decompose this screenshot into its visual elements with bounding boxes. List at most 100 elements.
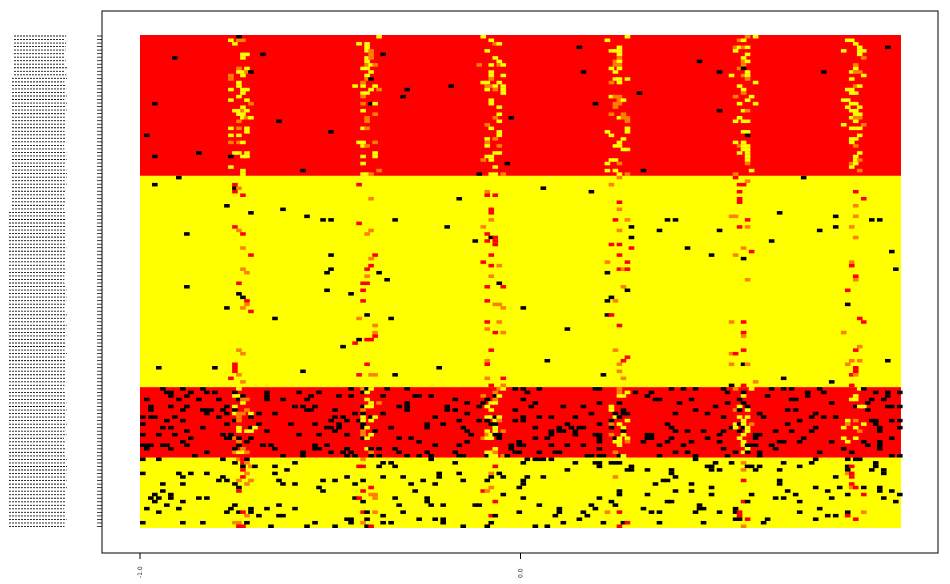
heatmap-cell — [248, 411, 254, 416]
heatmap-cell — [240, 112, 246, 116]
heatmap-cell — [796, 418, 803, 423]
heatmap-cell — [648, 436, 655, 440]
heatmap-cell — [160, 387, 166, 391]
heatmap-cell — [232, 151, 238, 155]
heatmap-cell — [700, 506, 707, 511]
heatmap-cell — [896, 492, 903, 497]
heatmap-cell — [612, 101, 619, 106]
heatmap-cell — [848, 373, 855, 377]
heatmap-cell — [608, 404, 615, 409]
heatmap-cell — [832, 513, 839, 518]
heatmap-cell — [364, 397, 370, 402]
heatmap-cell — [492, 394, 499, 398]
heatmap-cell — [484, 397, 491, 402]
heatmap-cell — [724, 401, 731, 405]
heatmap-cell — [500, 306, 507, 310]
heatmap-cell — [248, 415, 254, 419]
heatmap-cell — [516, 439, 523, 444]
heatmap-cell — [140, 520, 146, 525]
heatmap-cell — [484, 320, 491, 324]
heatmap-cell — [736, 189, 743, 194]
heatmap-cell — [724, 390, 731, 395]
heatmap-cell — [484, 432, 491, 437]
heatmap-cell — [244, 299, 250, 303]
heatmap-cell — [484, 232, 491, 236]
heatmap-cell — [736, 429, 743, 433]
heatmap-cell — [428, 394, 434, 398]
heatmap-cell — [804, 390, 811, 395]
heatmap-cell — [492, 454, 499, 458]
heatmap-cell — [376, 87, 382, 92]
heatmap-cell — [504, 454, 511, 458]
heatmap-cell — [488, 432, 495, 437]
heatmap-cell — [364, 42, 370, 46]
heatmap-cell — [552, 513, 559, 518]
heatmap-cell — [532, 401, 539, 405]
heatmap-cell — [296, 390, 302, 395]
heatmap-cell — [736, 225, 743, 229]
heatmap-cell — [860, 196, 867, 201]
heatmap-cell — [248, 70, 254, 74]
heatmap-cell — [888, 404, 895, 409]
heatmap-cell — [508, 115, 515, 120]
heatmap-cell — [756, 411, 763, 416]
heatmap-cell — [612, 63, 619, 67]
heatmap-cell — [844, 439, 851, 444]
heatmap-cell — [232, 390, 238, 395]
heatmap-cell — [776, 439, 783, 444]
heatmap-cell — [492, 390, 499, 395]
heatmap-cell — [648, 510, 655, 514]
heatmap-cell — [484, 489, 491, 493]
heatmap-cell — [476, 172, 483, 176]
heatmap-cell — [304, 524, 310, 528]
heatmap-cell — [364, 63, 370, 67]
heatmap-cell — [672, 475, 679, 479]
heatmap-cell — [236, 418, 242, 423]
heatmap-cell — [244, 457, 250, 462]
heatmap-cell — [452, 450, 459, 455]
heatmap-cell — [404, 404, 410, 409]
heatmap-cell — [596, 387, 603, 391]
heatmap-cell — [760, 520, 767, 525]
heatmap-cell — [616, 443, 623, 448]
heatmap-cell — [852, 366, 859, 370]
heatmap-cell — [236, 394, 242, 398]
heatmap-cell — [780, 496, 787, 500]
heatmap-cell — [744, 464, 751, 469]
heatmap-cell — [672, 450, 679, 455]
heatmap-cell — [536, 450, 543, 455]
heatmap-cell — [160, 425, 166, 430]
heatmap-cell — [168, 492, 174, 497]
heatmap-cell — [372, 140, 378, 145]
heatmap-cell — [736, 66, 743, 71]
heatmap-cell — [720, 415, 727, 419]
heatmap-cell — [852, 235, 859, 240]
heatmap-cell — [224, 404, 230, 409]
heatmap-cell — [444, 225, 451, 229]
heatmap-cell — [728, 73, 735, 78]
heatmap-cell — [736, 182, 743, 187]
heatmap-cell — [380, 394, 386, 398]
heatmap-cell — [852, 115, 859, 120]
heatmap-cell — [424, 499, 430, 504]
heatmap-cell — [744, 158, 751, 162]
heatmap-cell — [288, 422, 294, 426]
heatmap-cell — [844, 422, 851, 426]
heatmap-cell — [280, 207, 286, 212]
heatmap-cell — [576, 45, 583, 50]
heatmap-cell — [740, 524, 747, 528]
heatmap-cell — [780, 439, 787, 444]
heatmap-cell — [344, 475, 350, 479]
heatmap-cell — [872, 461, 879, 465]
heatmap-cell — [244, 151, 250, 155]
heatmap-cell — [492, 137, 499, 141]
heatmap-cell — [708, 468, 715, 472]
heatmap-cell — [368, 492, 374, 497]
heatmap-cell — [500, 172, 507, 176]
heatmap-cell — [608, 418, 615, 423]
heatmap-cell — [480, 436, 487, 440]
heatmap-cell — [368, 87, 374, 92]
heatmap-cell — [620, 376, 627, 381]
heatmap-cell — [816, 387, 823, 391]
heatmap-cell — [616, 200, 623, 205]
